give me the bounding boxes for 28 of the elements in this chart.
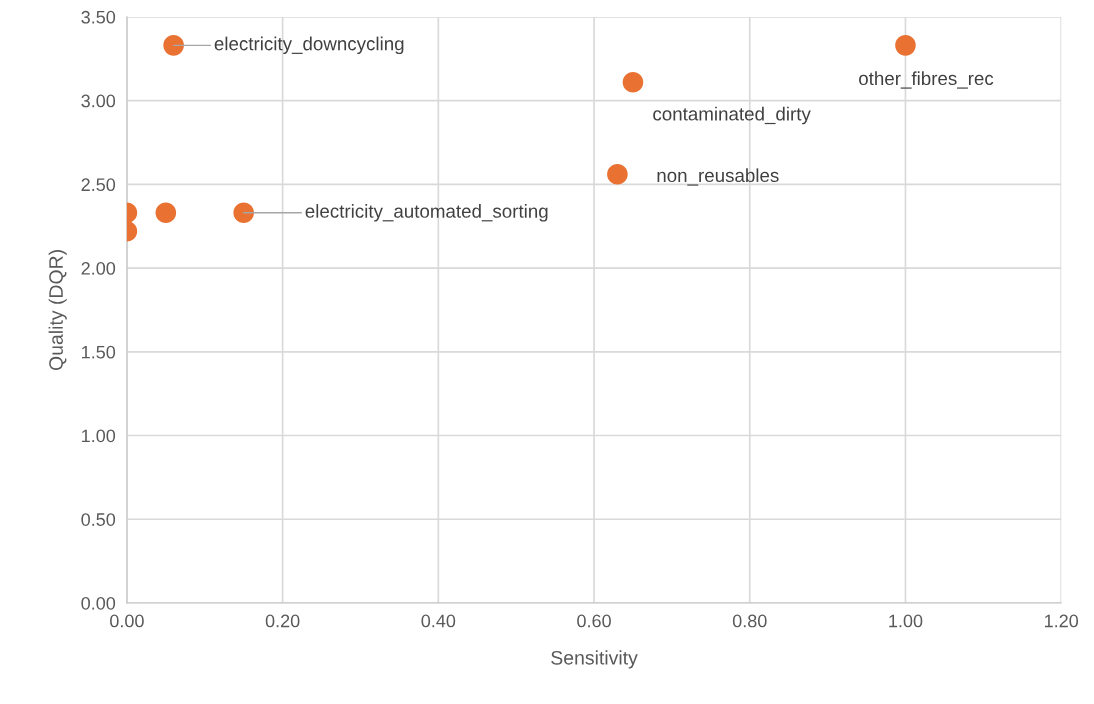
point [622, 71, 644, 93]
y-tick-label: 1.50 [82, 345, 116, 359]
point [895, 35, 916, 56]
x-tick-label: 0.60 [577, 614, 611, 628]
x-tick-label: 1.00 [889, 614, 923, 628]
point [607, 164, 628, 185]
point [155, 202, 177, 224]
annotation: electricity_automated_sorting [305, 204, 548, 222]
point [163, 35, 184, 56]
x-tick-label: 0.20 [265, 614, 300, 628]
x-tick-label: 0.80 [732, 614, 767, 628]
y-tick-label: 2.00 [81, 262, 116, 275]
y-tick-label: 0.50 [81, 513, 116, 526]
point [233, 202, 254, 224]
y-tick-label: 1.00 [82, 429, 116, 443]
x-tick-label: 0.40 [421, 614, 456, 628]
y-tick-label: 3.00 [81, 94, 116, 108]
x-tick-label: 0.00 [110, 614, 144, 628]
annotation: other_fibres_rec [859, 71, 994, 89]
y-tick-label: 2.50 [81, 178, 116, 192]
y-tick-label: 3.50 [81, 10, 116, 24]
y-tick-label: 0.00 [81, 596, 116, 610]
x-axis-title: Sensitivity [551, 650, 638, 669]
x-tick-label: 1.20 [1044, 614, 1079, 628]
annotation: contaminated_dirty [653, 106, 811, 125]
annotation: electricity_downcycling [214, 36, 404, 55]
y-axis-title: Quality (DQR) [48, 250, 67, 371]
annotation: non_reusables [657, 168, 779, 186]
